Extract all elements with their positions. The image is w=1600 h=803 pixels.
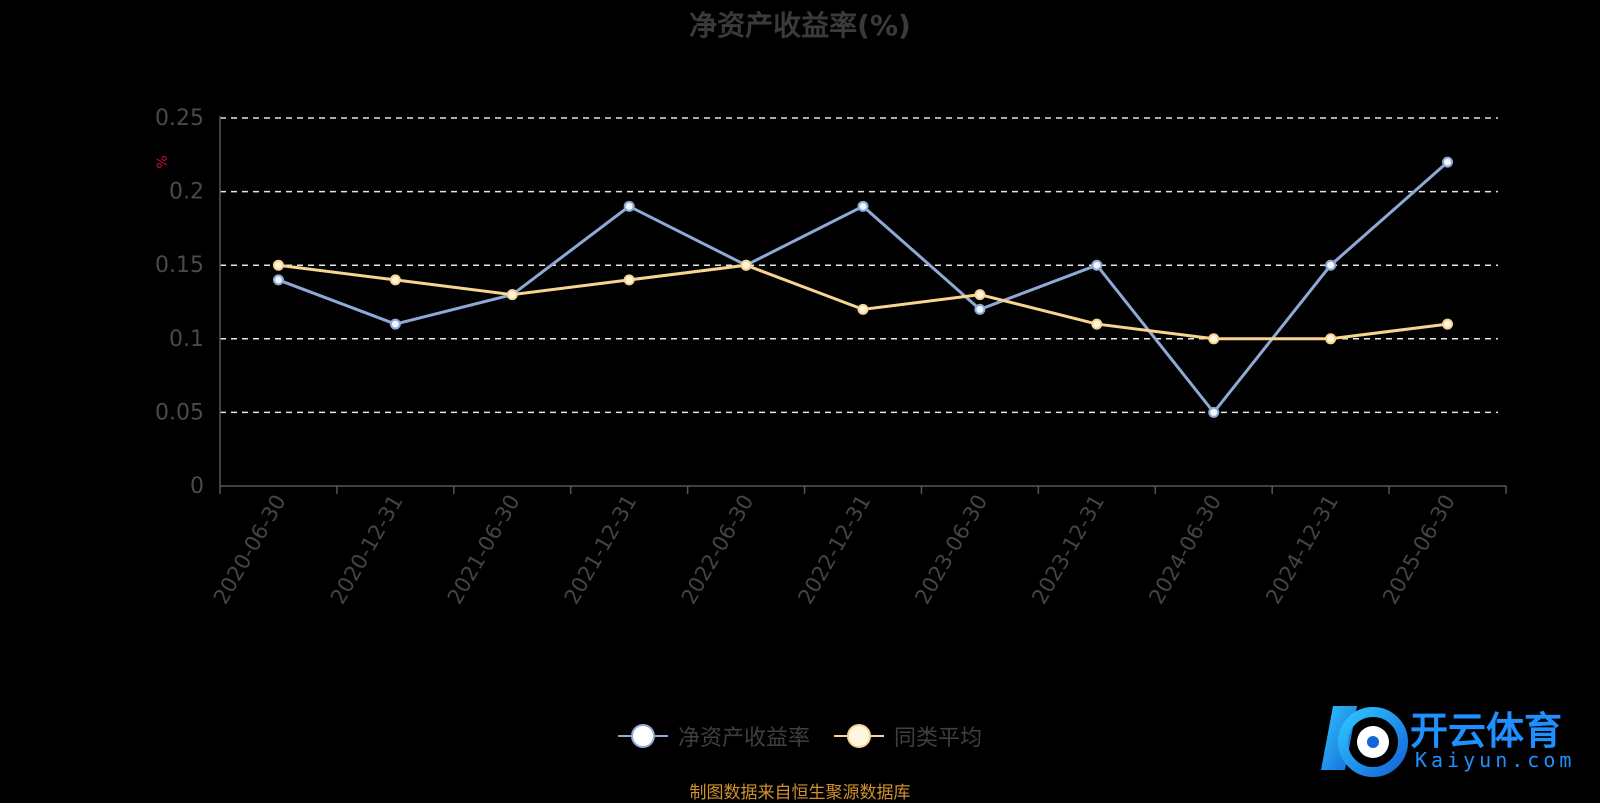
data-point[interactable] — [974, 303, 986, 315]
data-point[interactable] — [1208, 333, 1220, 345]
y-tick-label: 0.25 — [155, 106, 204, 131]
legend: 净资产收益率 同类平均 — [0, 720, 1600, 752]
legend-label-peer-average: 同类平均 — [894, 726, 983, 751]
data-point[interactable] — [1442, 318, 1454, 330]
y-tick-label: 0.2 — [169, 180, 204, 205]
data-point[interactable] — [1442, 156, 1454, 168]
watermark-brand: 开云体育 — [1410, 709, 1563, 753]
series-lines — [272, 156, 1454, 418]
y-tick-label: 0.1 — [169, 327, 204, 352]
x-tick-label: 2020-06-30 — [209, 491, 291, 609]
legend-marker-peer-average — [834, 724, 884, 748]
data-point[interactable] — [506, 289, 518, 301]
x-tick-label: 2021-12-31 — [560, 491, 642, 609]
x-tick-label: 2022-12-31 — [794, 491, 876, 609]
x-tick-label: 2023-12-31 — [1027, 491, 1109, 609]
legend-item-roe[interactable]: 净资产收益率 — [617, 720, 810, 752]
series-line — [278, 263, 1448, 341]
kaiyun-logo-icon — [1321, 706, 1408, 777]
data-point[interactable] — [272, 259, 284, 271]
data-point[interactable] — [857, 200, 869, 212]
data-point[interactable] — [740, 259, 752, 271]
data-point[interactable] — [1325, 259, 1337, 271]
data-point[interactable] — [857, 303, 869, 315]
data-point[interactable] — [1208, 406, 1220, 418]
data-point[interactable] — [272, 274, 284, 286]
line-chart: 0 0.05 0.1 0.15 0.2 0.25 2020-06-30 2020-12-31 2… — [155, 106, 1507, 609]
data-point[interactable] — [1325, 333, 1337, 345]
legend-label-roe: 净资产收益率 — [677, 726, 810, 751]
data-point[interactable] — [1091, 318, 1103, 330]
data-point[interactable] — [974, 289, 986, 301]
data-point[interactable] — [389, 274, 401, 286]
x-tick-label: 2021-06-30 — [443, 491, 525, 609]
chart-title: 净资产收益率(%) — [689, 9, 911, 42]
watermark-domain: Kaiyun.com — [1415, 748, 1576, 772]
data-point[interactable] — [623, 200, 635, 212]
data-point[interactable] — [1091, 259, 1103, 271]
x-tick-label: 2024-12-31 — [1261, 491, 1343, 609]
y-tick-label: 0 — [190, 474, 204, 499]
data-point[interactable] — [389, 318, 401, 330]
axes: 0 0.05 0.1 0.15 0.2 0.25 2020-06-30 2020-12-31 2… — [155, 106, 1507, 609]
data-source-note: 制图数据来自恒生聚源数据库 — [689, 783, 911, 803]
x-tick-label: 2020-12-31 — [326, 491, 408, 609]
watermark-logo: 开云体育 Kaiyun.com — [1315, 700, 1585, 790]
legend-marker-roe — [617, 724, 668, 748]
y-tick-label: 0.05 — [155, 400, 204, 425]
y-axis-label: % — [155, 155, 171, 168]
legend-item-peer-average[interactable]: 同类平均 — [834, 720, 982, 752]
data-point[interactable] — [623, 274, 635, 286]
x-tick-label: 2024-06-30 — [1144, 491, 1226, 609]
x-tick-label: 2023-06-30 — [910, 491, 992, 609]
y-tick-label: 0.15 — [155, 253, 204, 278]
x-tick-label: 2022-06-30 — [677, 491, 759, 609]
grid-lines — [220, 117, 1498, 414]
x-tick-label: 2025-06-30 — [1378, 491, 1460, 609]
